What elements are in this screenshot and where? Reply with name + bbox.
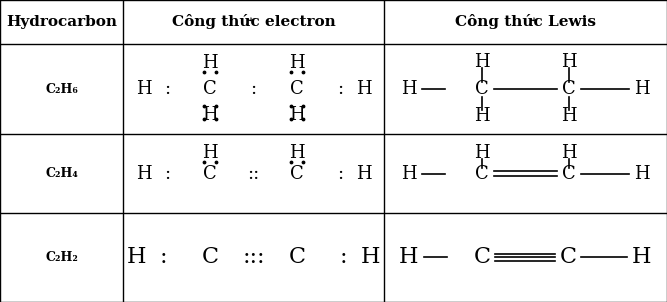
Text: H: H [401, 80, 416, 98]
Text: H: H [632, 246, 652, 268]
Text: H: H [399, 246, 418, 268]
Text: C: C [203, 80, 217, 98]
Text: :: : [337, 165, 344, 183]
Text: Hydrocarbon: Hydrocarbon [6, 15, 117, 29]
Text: H: H [356, 165, 372, 183]
Text: H: H [202, 54, 218, 72]
Text: C: C [288, 246, 305, 268]
Text: :: : [159, 246, 167, 268]
Text: C: C [475, 80, 489, 98]
Text: H: H [127, 246, 147, 268]
Text: H: H [634, 80, 650, 98]
Text: C: C [290, 80, 303, 98]
Text: C: C [201, 246, 219, 268]
Text: C₂H₄: C₂H₄ [45, 167, 78, 180]
Text: H: H [474, 143, 490, 162]
Text: H: H [401, 165, 416, 183]
Text: :: : [250, 80, 257, 98]
Text: H: H [356, 80, 372, 98]
Text: H: H [202, 143, 218, 162]
Text: H: H [289, 143, 305, 162]
Text: H: H [202, 106, 218, 124]
Text: C: C [290, 165, 303, 183]
Text: C₂H₆: C₂H₆ [45, 82, 78, 96]
Text: C₂H₂: C₂H₂ [45, 251, 78, 264]
Text: Công thức Lewis: Công thức Lewis [455, 14, 596, 29]
Text: :::: ::: [242, 246, 265, 268]
Text: C: C [474, 246, 490, 268]
Text: C: C [203, 165, 217, 183]
Text: H: H [561, 107, 576, 125]
Text: C: C [562, 165, 576, 183]
Text: C: C [562, 80, 576, 98]
Text: ::: :: [247, 165, 259, 183]
Text: H: H [561, 143, 576, 162]
Text: H: H [289, 106, 305, 124]
Text: H: H [634, 165, 650, 183]
Text: :: : [337, 80, 344, 98]
Text: H: H [289, 54, 305, 72]
Text: H: H [135, 165, 151, 183]
Text: H: H [561, 53, 576, 71]
Text: H: H [135, 80, 151, 98]
Text: H: H [474, 53, 490, 71]
Text: C: C [475, 165, 489, 183]
Text: C: C [560, 246, 577, 268]
Text: Công thức electron: Công thức electron [171, 14, 336, 29]
Text: :: : [340, 246, 348, 268]
Text: :: : [163, 165, 170, 183]
Text: H: H [360, 246, 380, 268]
Text: H: H [474, 107, 490, 125]
Text: :: : [163, 80, 170, 98]
